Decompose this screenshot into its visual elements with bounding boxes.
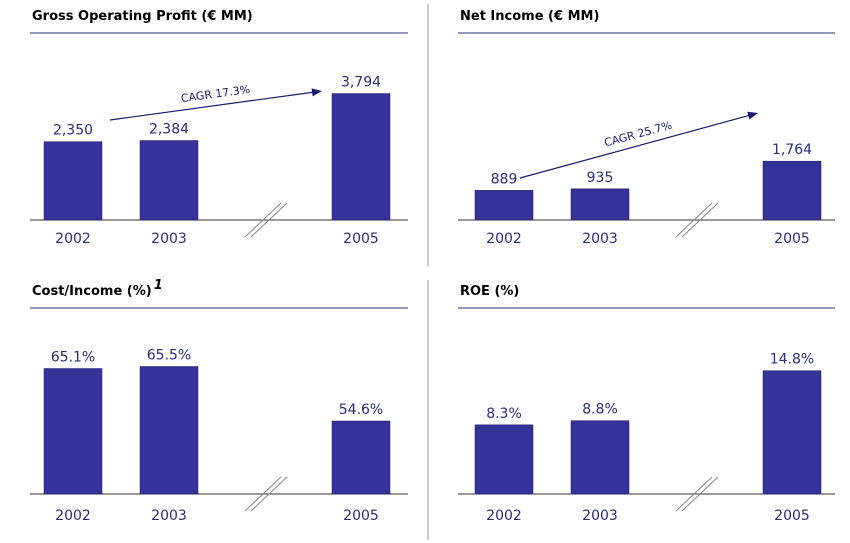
value-label: 54.6% — [339, 402, 383, 418]
value-label: 3,794 — [341, 75, 381, 91]
axis-break — [250, 202, 288, 238]
axis-break — [681, 476, 719, 512]
bar — [331, 420, 391, 495]
annotation: CAGR 25.7% — [603, 119, 674, 150]
value-label: 8.8% — [582, 402, 618, 418]
bar — [762, 160, 822, 221]
bar — [139, 366, 199, 495]
axis-break — [675, 202, 713, 238]
chart-title: Cost/Income (%) — [32, 284, 152, 299]
x-tick-label: 2003 — [151, 231, 187, 247]
x-tick-label: 2003 — [582, 508, 618, 524]
axis-break — [244, 202, 282, 238]
bar — [43, 368, 103, 495]
bar — [331, 93, 391, 221]
x-tick-label: 2002 — [486, 231, 522, 247]
chart-title: Net Income (€ MM) — [460, 9, 599, 24]
value-label: 8.3% — [486, 406, 522, 422]
bar — [139, 140, 199, 221]
x-tick-label: 2005 — [343, 231, 379, 247]
x-tick-label: 2005 — [774, 508, 810, 524]
chart-title: ROE (%) — [460, 284, 519, 299]
x-tick-label: 2002 — [486, 508, 522, 524]
axis-break — [675, 476, 713, 512]
bar — [43, 141, 103, 221]
x-tick-label: 2003 — [582, 231, 618, 247]
axis-break — [244, 476, 282, 512]
chart-title: Gross Operating Profit (€ MM) — [32, 9, 253, 24]
cagr-arrow — [519, 114, 751, 179]
value-label: 2,384 — [149, 122, 189, 138]
bar — [474, 190, 534, 221]
value-label: 14.8% — [770, 352, 814, 368]
value-label: 65.1% — [51, 350, 95, 366]
bar — [570, 188, 630, 221]
axis-break — [681, 202, 719, 238]
bar — [474, 424, 534, 495]
x-tick-label: 2003 — [151, 508, 187, 524]
value-label: 2,350 — [53, 123, 93, 139]
arrow-head — [747, 111, 758, 120]
bar — [762, 370, 822, 495]
axis-break — [250, 476, 288, 512]
value-label: 935 — [587, 170, 614, 186]
x-tick-label: 2002 — [55, 508, 91, 524]
bar — [570, 420, 630, 495]
x-tick-label: 2005 — [774, 231, 810, 247]
value-label: 889 — [491, 171, 518, 187]
title-superscript: 1 — [154, 278, 163, 293]
value-label: 65.5% — [147, 348, 191, 364]
x-tick-label: 2002 — [55, 231, 91, 247]
value-label: 1,764 — [772, 142, 812, 158]
cagr-arrow — [109, 91, 315, 121]
arrow-head — [311, 88, 322, 97]
x-tick-label: 2005 — [343, 508, 379, 524]
